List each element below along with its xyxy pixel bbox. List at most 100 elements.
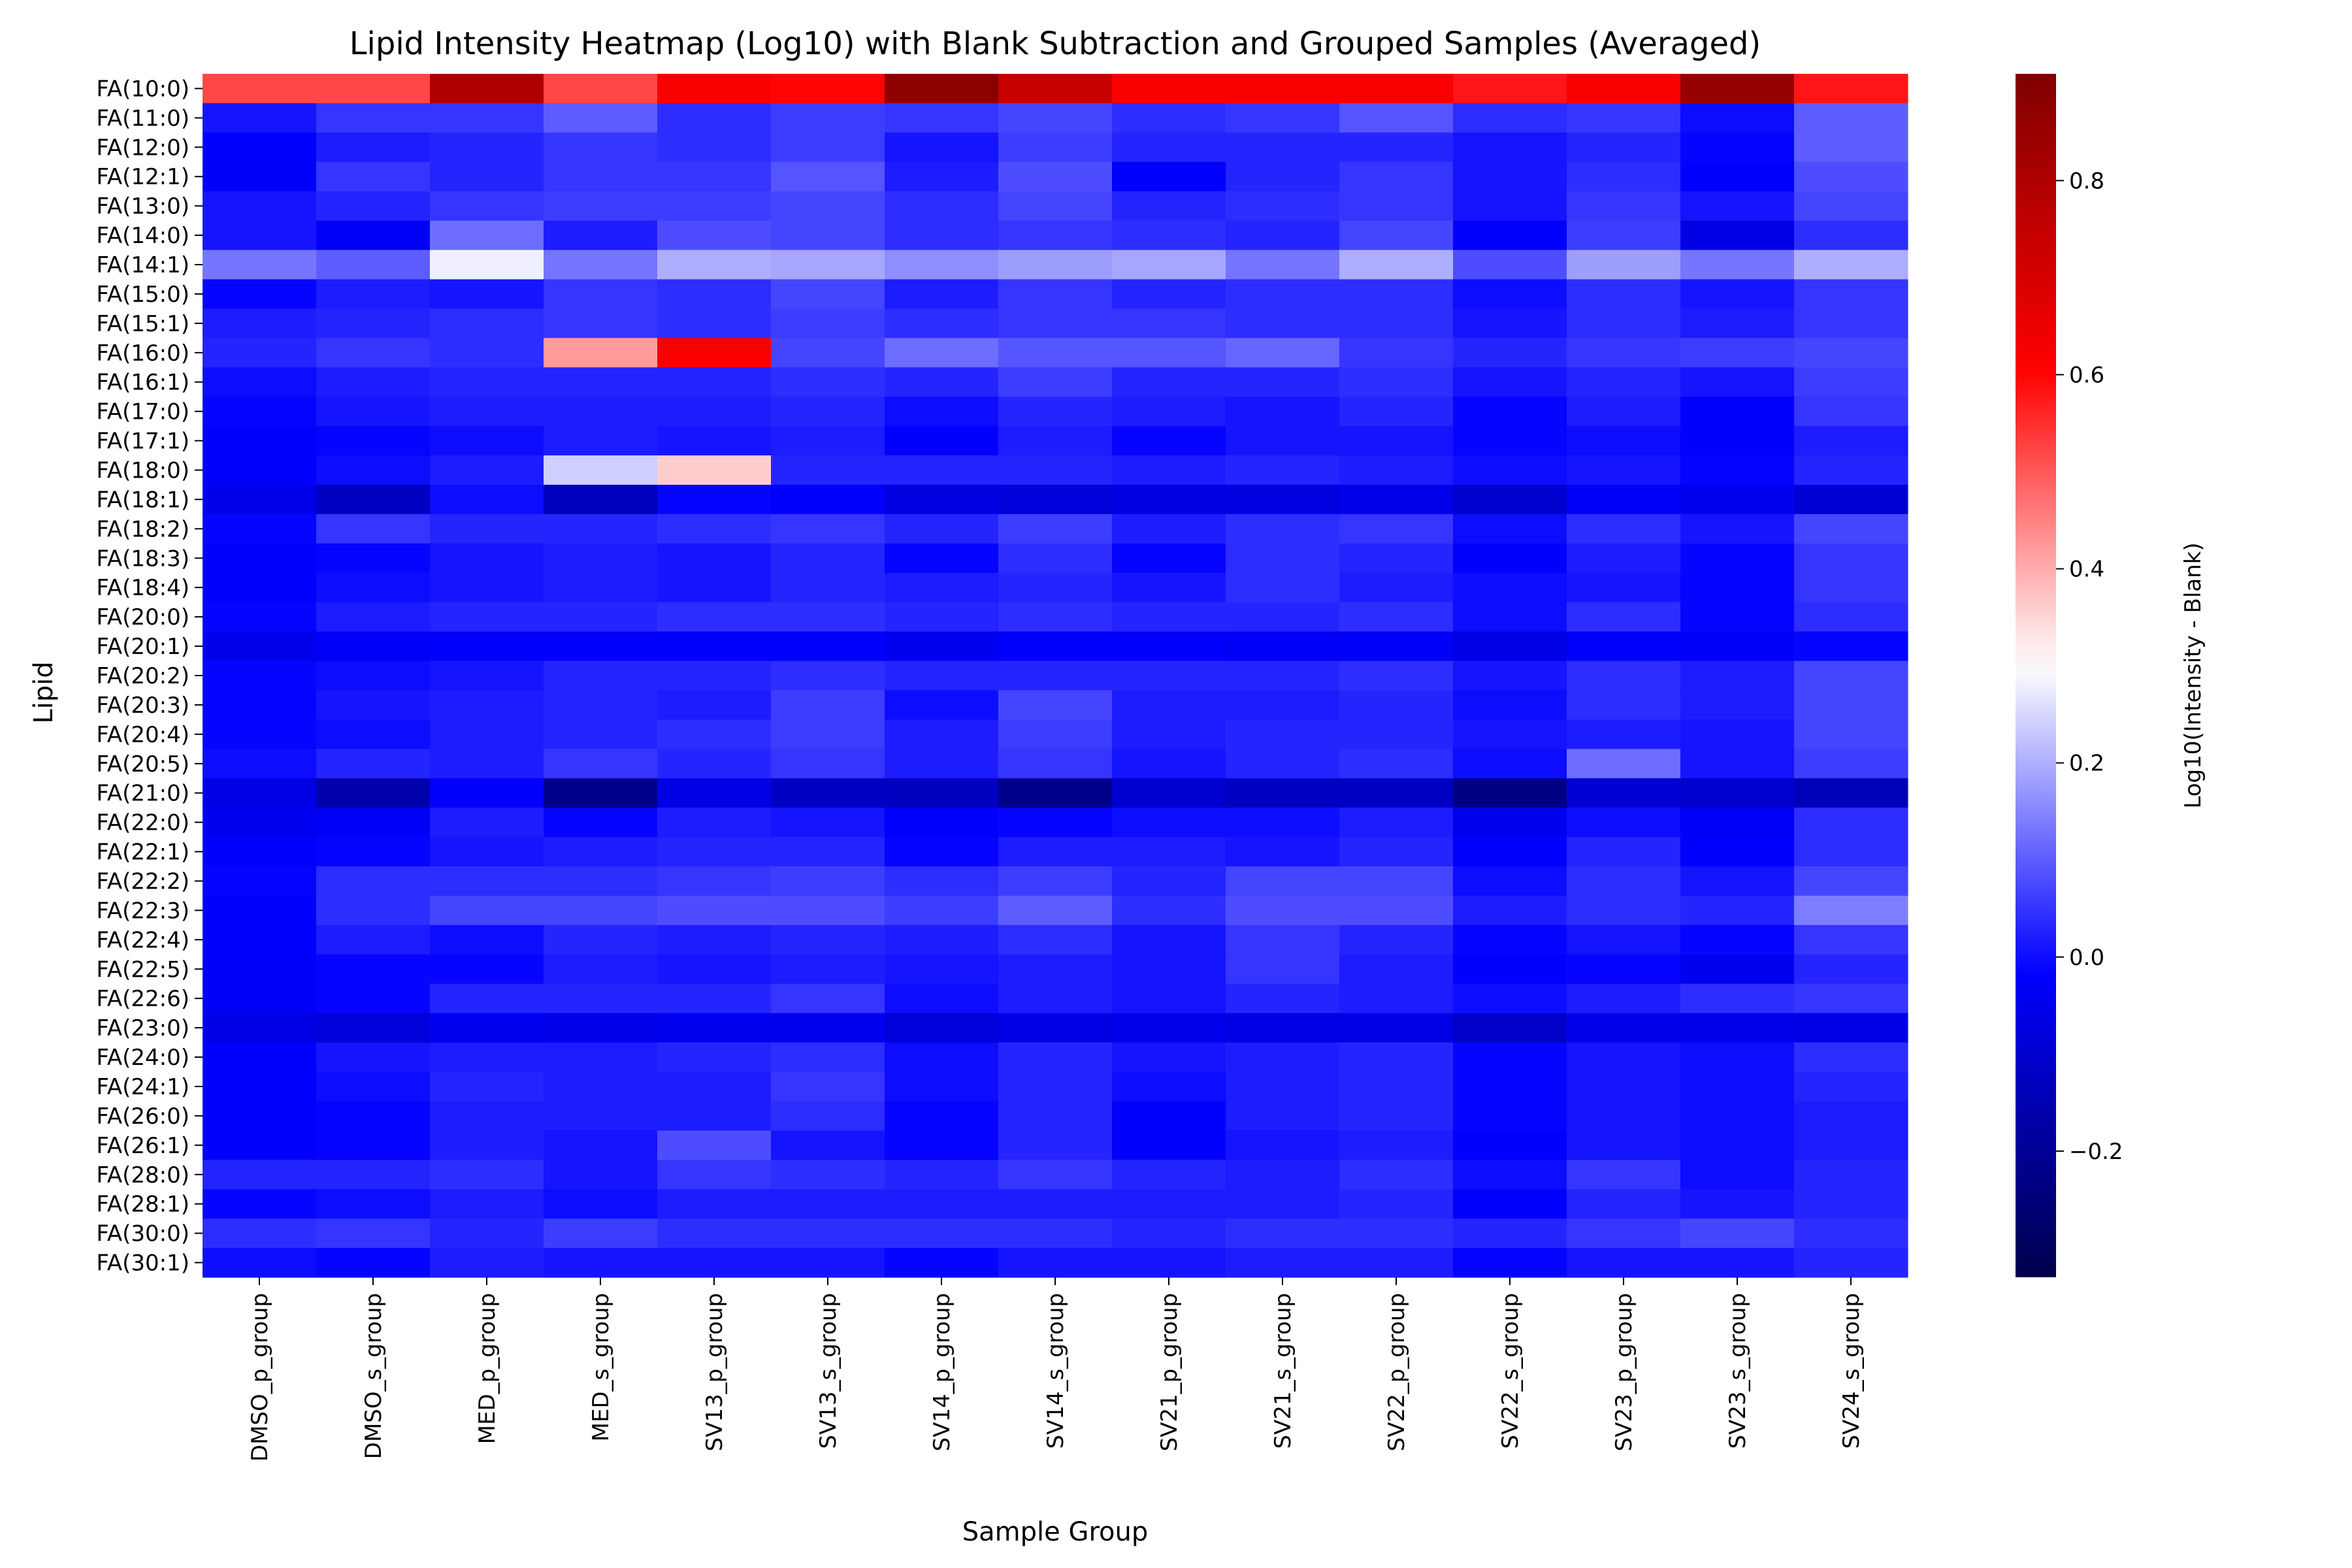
heatmap-cell	[1567, 631, 1681, 662]
heatmap-cell	[657, 924, 772, 955]
heatmap-cell	[1794, 308, 1908, 338]
heatmap-cell	[430, 74, 544, 104]
heatmap-cell	[1794, 1130, 1908, 1160]
heatmap-cell	[1226, 250, 1340, 280]
heatmap-cell	[203, 308, 317, 338]
heatmap-cell	[998, 837, 1113, 867]
x-tick-label: MED_p_group	[474, 1293, 500, 1444]
heatmap-cell	[1112, 1189, 1226, 1219]
heatmap-cell	[1680, 895, 1795, 926]
heatmap-cell	[1453, 778, 1567, 808]
heatmap-cell	[316, 220, 431, 251]
y-axis-label: Lipid	[29, 661, 59, 723]
heatmap-cell	[1112, 631, 1226, 662]
heatmap-cell	[1112, 572, 1226, 603]
heatmap-cell	[1794, 220, 1908, 251]
heatmap-cell	[998, 103, 1113, 133]
heatmap-cell	[1339, 484, 1454, 515]
heatmap-cell	[771, 602, 885, 632]
heatmap-cell	[430, 338, 544, 368]
heatmap-cell	[203, 690, 317, 720]
colorbar-tick-label: 0.0	[2069, 945, 2104, 971]
heatmap-cell	[1453, 426, 1567, 456]
y-tick-label: FA(22:3)	[96, 898, 189, 924]
heatmap-cell	[430, 1189, 544, 1219]
heatmap-cell	[1339, 455, 1454, 485]
heatmap-cell	[1453, 572, 1567, 603]
heatmap-cell	[544, 397, 658, 427]
heatmap-cell	[1226, 1042, 1340, 1073]
heatmap-cell	[885, 719, 999, 749]
heatmap-cell	[1339, 690, 1454, 720]
heatmap-cell	[771, 778, 885, 808]
heatmap-cell	[885, 954, 999, 985]
heatmap-cell	[771, 690, 885, 720]
heatmap-cell	[1567, 1130, 1681, 1160]
heatmap-cell	[1453, 661, 1567, 691]
heatmap-cell	[1112, 426, 1226, 456]
y-tick-label: FA(13:0)	[96, 193, 189, 220]
heatmap-cell	[1112, 514, 1226, 544]
heatmap-cell	[1226, 279, 1340, 310]
heatmap-cell	[203, 74, 317, 104]
heatmap-cell	[316, 514, 431, 544]
heatmap-cell	[203, 338, 317, 368]
heatmap-cell	[1226, 308, 1340, 338]
heatmap-cell	[657, 1071, 772, 1102]
heatmap-cell	[1226, 690, 1340, 720]
y-tick-label: FA(30:0)	[96, 1221, 189, 1247]
heatmap-cell	[1112, 1218, 1226, 1249]
heatmap-cell	[316, 572, 431, 603]
heatmap-cell	[885, 1189, 999, 1219]
heatmap-cell	[1453, 514, 1567, 544]
heatmap-cell	[1680, 103, 1795, 133]
heatmap-cell	[1567, 1013, 1681, 1043]
y-tick-label: FA(20:1)	[96, 634, 189, 660]
heatmap-cell	[657, 602, 772, 632]
heatmap-cell	[1226, 1013, 1340, 1043]
heatmap-cell	[1339, 808, 1454, 838]
heatmap-cell	[1680, 778, 1795, 808]
heatmap-cell	[885, 572, 999, 603]
heatmap-cell	[885, 690, 999, 720]
heatmap-cell	[1226, 661, 1340, 691]
heatmap-cell	[544, 572, 658, 603]
y-tick-label: FA(18:4)	[96, 575, 189, 601]
heatmap-cell	[544, 74, 658, 104]
heatmap-cell	[771, 74, 885, 104]
heatmap-cell	[1339, 1218, 1454, 1249]
heatmap-cell	[771, 661, 885, 691]
heatmap-cell	[771, 895, 885, 926]
heatmap-cell	[1339, 866, 1454, 896]
y-tick-label: FA(26:0)	[96, 1103, 189, 1130]
heatmap-cell	[1567, 308, 1681, 338]
heatmap-cell	[1567, 514, 1681, 544]
heatmap-cell	[1226, 484, 1340, 515]
x-tick-label: SV13_s_group	[815, 1293, 841, 1449]
heatmap-cell	[203, 719, 317, 749]
heatmap-cell	[1453, 866, 1567, 896]
heatmap-cell	[1567, 132, 1681, 163]
heatmap-cell	[1567, 103, 1681, 133]
y-tick-label: FA(24:0)	[96, 1045, 189, 1071]
heatmap-cell	[1794, 250, 1908, 280]
heatmap-cell	[1339, 338, 1454, 368]
heatmap-cell	[998, 895, 1113, 926]
heatmap-cell	[771, 749, 885, 779]
y-tick-label: FA(28:1)	[96, 1192, 189, 1218]
heatmap-cell	[1112, 808, 1226, 838]
heatmap-cell	[430, 1160, 544, 1190]
x-tick-label: SV14_s_group	[1043, 1293, 1069, 1449]
heatmap-cell	[998, 1248, 1113, 1278]
heatmap-cell	[657, 161, 772, 192]
heatmap-cell	[771, 455, 885, 485]
heatmap-cell	[203, 954, 317, 985]
heatmap-cell	[1112, 778, 1226, 808]
heatmap-cell	[430, 543, 544, 574]
heatmap-cell	[1680, 719, 1795, 749]
heatmap-cell	[998, 778, 1113, 808]
heatmap-cell	[885, 1160, 999, 1190]
heatmap-cell	[1226, 808, 1340, 838]
heatmap-cell	[430, 484, 544, 515]
colorbar-ticks: −0.2 0.0 0.2 0.4 0.6 0.8	[2056, 168, 2123, 1165]
